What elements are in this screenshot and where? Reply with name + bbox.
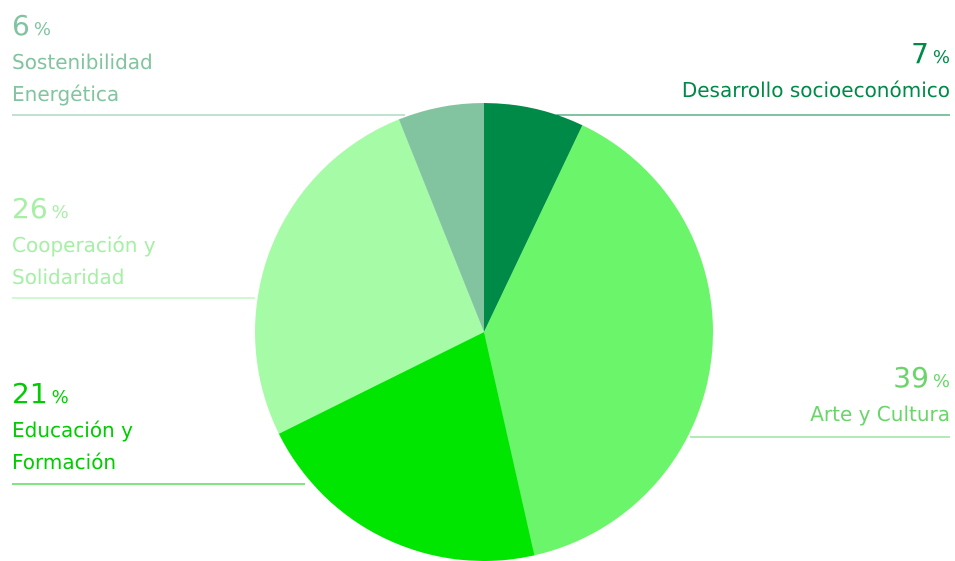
- percent-unit: %: [932, 47, 950, 68]
- percent-label: 7%: [630, 38, 950, 74]
- percent-label: 39%: [650, 362, 950, 398]
- slice-label: 6% Sostenibilidad Energética: [12, 10, 212, 110]
- percent-unit: %: [51, 202, 69, 223]
- percent-unit: %: [33, 19, 51, 40]
- percent-value: 26: [12, 192, 48, 225]
- category-label: Cooperación y Solidaridad: [12, 233, 156, 289]
- slice-label: 21% Educación y Formación: [12, 378, 212, 478]
- pie-slice: [484, 103, 583, 332]
- percent-value: 39: [893, 361, 929, 394]
- pie-slice: [484, 125, 714, 556]
- slice-label: 26% Cooperación y Solidaridad: [12, 193, 212, 293]
- pie-slice: [255, 119, 484, 434]
- slice-label: 39% Arte y Cultura: [650, 362, 950, 430]
- percent-value: 6: [12, 9, 30, 42]
- pie-slice: [278, 332, 535, 561]
- category-label: Desarrollo socioeconómico: [681, 78, 950, 102]
- percent-unit: %: [932, 371, 950, 392]
- percent-label: 6%: [12, 10, 212, 46]
- slice-label: 7% Desarrollo socioeconómico: [630, 38, 950, 106]
- category-label: Arte y Cultura: [810, 402, 950, 426]
- percent-value: 7: [911, 37, 929, 70]
- percent-label: 26%: [12, 193, 212, 229]
- percent-value: 21: [12, 377, 48, 410]
- pie-slice: [398, 103, 484, 332]
- category-label: Sostenibilidad Energética: [12, 50, 153, 106]
- percent-label: 21%: [12, 378, 212, 414]
- category-label: Educación y Formación: [12, 418, 133, 474]
- percent-unit: %: [51, 387, 69, 408]
